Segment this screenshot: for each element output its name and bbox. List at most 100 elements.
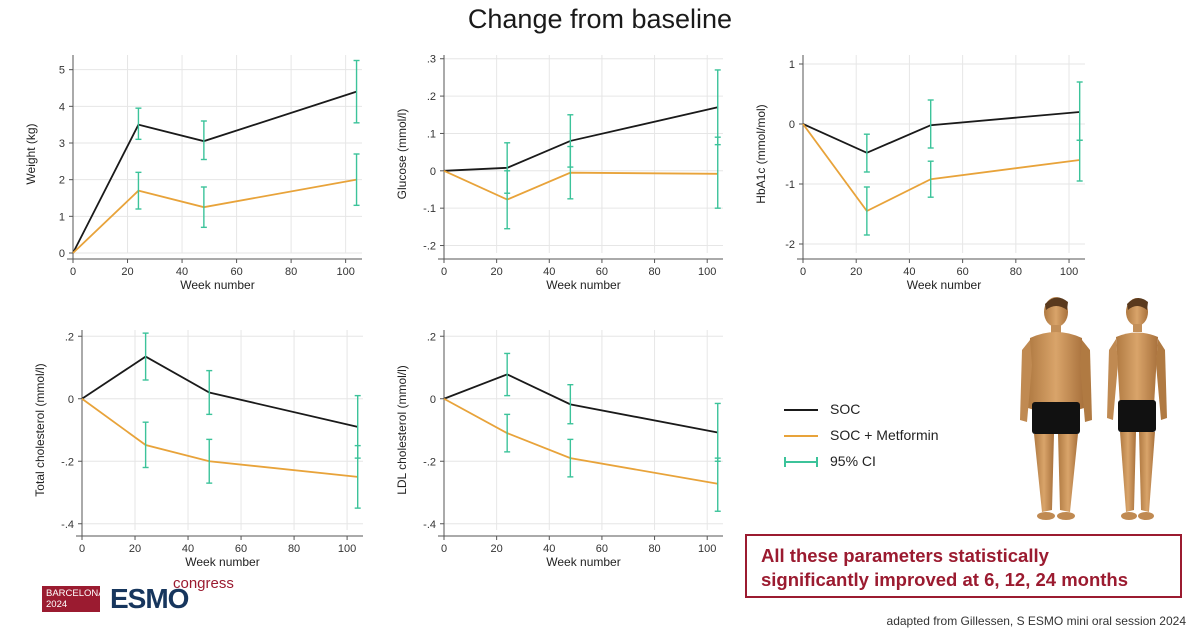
ci-errorbar-metformin xyxy=(714,136,721,209)
slide-title: Change from baseline xyxy=(467,4,733,34)
series-line-metformin xyxy=(802,123,1080,213)
y-tick-label: -.2 xyxy=(423,241,436,253)
series-line-metformin xyxy=(443,169,718,201)
ci-errorbar-metformin xyxy=(353,153,360,207)
legend-swatch-ci xyxy=(784,456,818,468)
y-axis-label: Glucose (mmol/l) xyxy=(395,109,409,200)
ci-errorbar-metformin xyxy=(567,438,574,478)
x-tick-label: 20 xyxy=(121,266,133,278)
source-citation: adapted from Gillessen, S ESMO mini oral… xyxy=(886,614,1186,628)
body-figures-illustration xyxy=(1020,297,1167,520)
ci-errorbar-soc xyxy=(863,133,870,173)
y-tick-label: -.2 xyxy=(61,456,74,468)
y-tick-label: .2 xyxy=(427,331,436,343)
series-line-soc xyxy=(443,373,718,434)
y-tick-label: 0 xyxy=(789,119,795,131)
y-tick-label: -.4 xyxy=(423,519,436,531)
ci-errorbar-soc xyxy=(135,107,142,141)
series-line-metformin xyxy=(81,398,358,478)
ci-errorbar-soc xyxy=(142,332,149,381)
legend-swatch-metformin xyxy=(784,435,818,437)
body-figure-before xyxy=(1020,297,1092,520)
ci-errorbar-soc xyxy=(567,383,574,425)
y-tick-label: 2 xyxy=(59,175,65,187)
y-tick-label: 0 xyxy=(430,166,436,178)
ci-errorbar-soc xyxy=(504,352,511,397)
y-tick-label: 0 xyxy=(59,248,65,260)
logo-city-line2: 2024 xyxy=(46,599,68,610)
x-tick-label: 40 xyxy=(903,266,915,278)
series-line-metformin xyxy=(443,397,718,485)
x-tick-label: 60 xyxy=(235,543,247,555)
ci-errorbar-metformin xyxy=(1076,139,1083,182)
series-line-soc xyxy=(72,90,357,254)
x-tick-label: 0 xyxy=(441,543,447,555)
x-tick-label: 0 xyxy=(800,266,806,278)
y-tick-label: 3 xyxy=(59,138,65,150)
y-tick-label: .2 xyxy=(65,331,74,343)
series-line-metformin xyxy=(72,178,357,254)
chart-panel-5: -.4 -.2 0 .2 0 20 40 60 80 100 Week number LDL chol… xyxy=(395,330,723,569)
chart-panel-1: 0 1 2 3 4 5 0 20 40 60 80 100 Week number Weight (kg) xyxy=(24,55,362,292)
series-line-soc xyxy=(802,111,1080,154)
y-tick-label: .2 xyxy=(427,91,436,103)
x-tick-label: 60 xyxy=(230,266,242,278)
legend-label-metformin: SOC + Metformin xyxy=(830,427,939,443)
chart-panel-4: -.4 -.2 0 .2 0 20 40 60 80 100 Week number Total ch… xyxy=(33,330,363,569)
body-figure-after xyxy=(1107,297,1167,520)
x-axis-label: Week number xyxy=(546,278,620,292)
x-tick-label: 20 xyxy=(491,543,503,555)
series-line-soc xyxy=(443,106,718,172)
y-tick-label: 1 xyxy=(59,211,65,223)
y-tick-label: -.4 xyxy=(61,519,74,531)
y-tick-label: 1 xyxy=(789,59,795,71)
x-tick-label: 40 xyxy=(182,543,194,555)
ci-errorbar-metformin xyxy=(863,186,870,236)
y-tick-label: -.1 xyxy=(423,203,436,215)
logo-city-badge: BARCELONA 2024 xyxy=(42,586,105,612)
y-tick-label: -2 xyxy=(785,239,795,251)
x-tick-label: 100 xyxy=(698,266,716,278)
y-axis-label: Total cholesterol (mmol/l) xyxy=(33,363,47,496)
x-tick-label: 80 xyxy=(285,266,297,278)
x-tick-label: 20 xyxy=(129,543,141,555)
x-tick-label: 60 xyxy=(956,266,968,278)
x-tick-label: 20 xyxy=(491,266,503,278)
x-tick-label: 100 xyxy=(338,543,356,555)
y-axis-label: Weight (kg) xyxy=(24,123,38,184)
ci-errorbar-metformin xyxy=(504,413,511,453)
legend-swatch-soc xyxy=(784,409,818,411)
ci-errorbar-metformin xyxy=(200,186,207,229)
y-tick-label: 5 xyxy=(59,65,65,77)
callout-line-2: significantly improved at 6, 12, 24 mont… xyxy=(761,569,1129,590)
ci-errorbar-metformin xyxy=(714,457,721,512)
x-tick-label: 100 xyxy=(336,266,354,278)
y-tick-label: -1 xyxy=(785,179,795,191)
x-tick-label: 60 xyxy=(596,266,608,278)
y-tick-label: 4 xyxy=(59,101,65,113)
x-tick-label: 40 xyxy=(543,266,555,278)
y-tick-label: .3 xyxy=(427,54,436,66)
chart-panel-2: -.2 -.1 0 .1 .2 .3 0 20 40 60 80 100 Week number Gluc… xyxy=(395,54,723,292)
ci-errorbar-metformin xyxy=(206,438,213,484)
x-axis-label: Week number xyxy=(185,555,259,569)
ci-errorbar-metformin xyxy=(504,170,511,230)
y-tick-label: 0 xyxy=(430,394,436,406)
ci-errorbar-soc xyxy=(927,99,934,149)
ci-errorbar-metformin xyxy=(927,160,934,198)
legend-label-soc: SOC xyxy=(830,401,861,417)
ci-errorbar-metformin xyxy=(135,171,142,210)
ci-errorbar-metformin xyxy=(142,421,149,469)
series-line-soc xyxy=(81,355,358,428)
x-tick-label: 80 xyxy=(288,543,300,555)
logo-mark: ESMO xyxy=(110,583,189,614)
x-tick-label: 40 xyxy=(176,266,188,278)
ci-errorbar-soc xyxy=(1076,81,1083,141)
logo-congress: congress xyxy=(173,575,234,592)
x-tick-label: 0 xyxy=(70,266,76,278)
x-tick-label: 100 xyxy=(1060,266,1078,278)
ci-errorbar-soc xyxy=(206,369,213,416)
x-axis-label: Week number xyxy=(180,278,254,292)
x-tick-label: 60 xyxy=(596,543,608,555)
